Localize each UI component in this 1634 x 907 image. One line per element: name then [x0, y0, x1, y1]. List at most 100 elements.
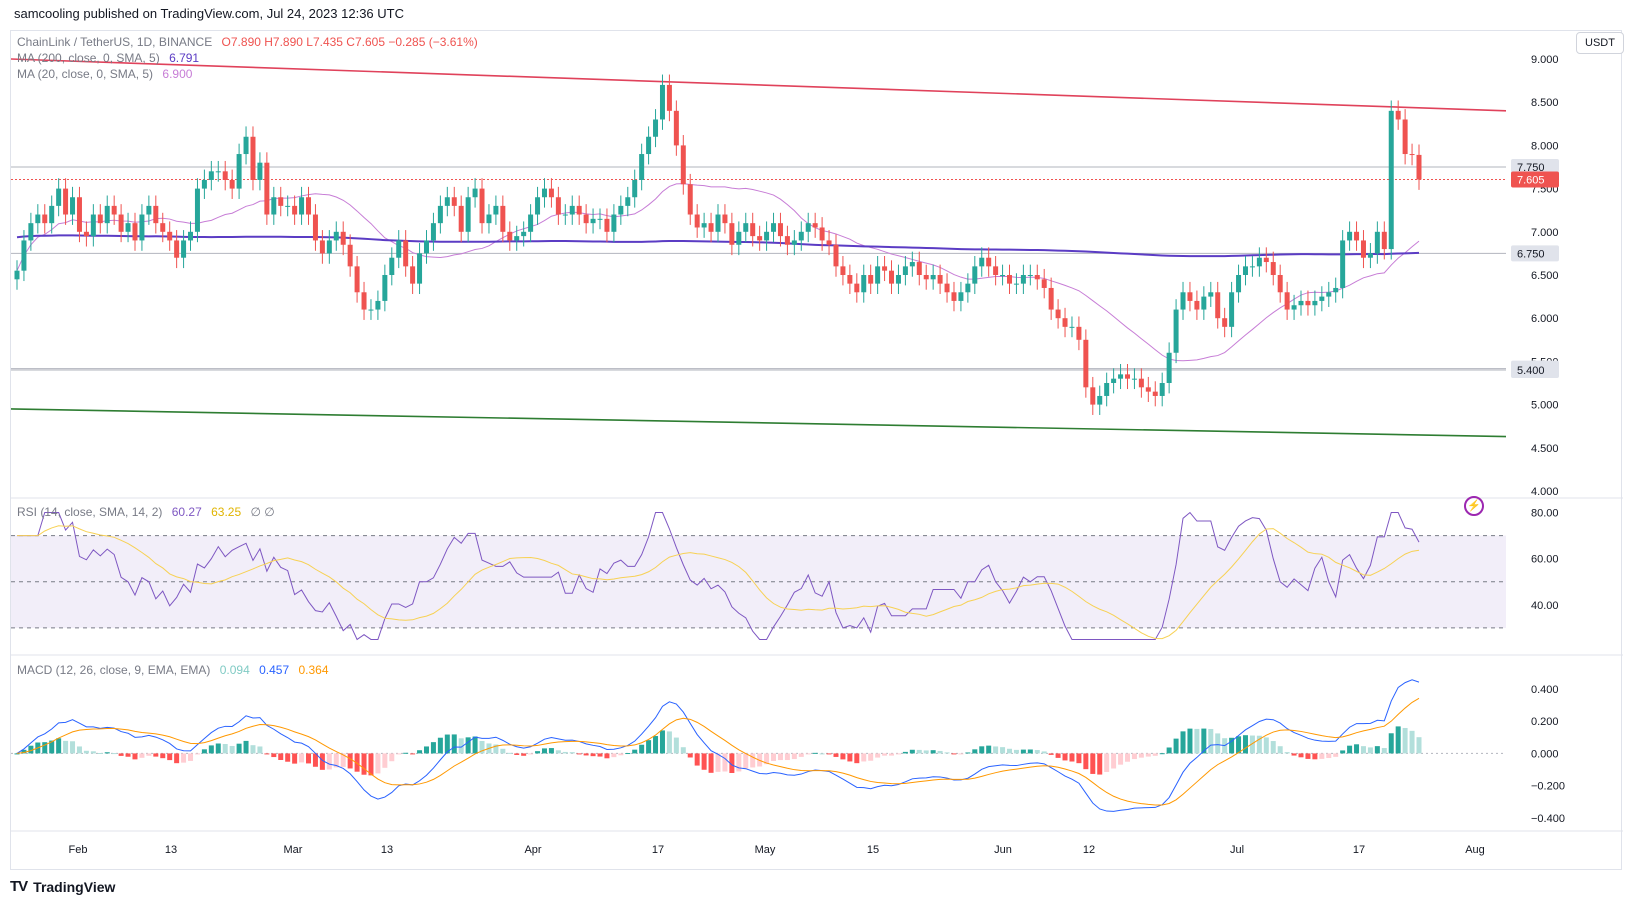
candle-body: [1347, 231, 1353, 241]
macd-histogram-bar: [673, 737, 679, 754]
candle-body: [83, 231, 89, 237]
trendline-support: [11, 408, 1507, 438]
candle-body: [174, 240, 180, 258]
candle-body: [1312, 300, 1318, 306]
chart-frame[interactable]: 9.0008.5008.0007.5007.0006.5006.0005.500…: [10, 30, 1623, 871]
candle-body: [569, 205, 575, 215]
macd-histogram-bar: [1097, 753, 1103, 775]
candle-body: [278, 197, 284, 206]
candle-body: [847, 275, 853, 284]
macd-histogram-bar: [1249, 735, 1255, 754]
price-label-badge: [1511, 159, 1559, 175]
legend-macd-v1: 0.094: [219, 663, 250, 677]
legend-rsi-v2: 63.25: [211, 505, 242, 519]
macd-histogram-bar: [1388, 733, 1394, 754]
footer-brand[interactable]: TV TradingView: [10, 878, 115, 895]
macd-histogram-bar: [923, 750, 929, 754]
macd-histogram-bar: [694, 753, 700, 766]
candle-body: [548, 188, 554, 198]
candle-body: [63, 188, 69, 215]
macd-histogram-bar: [125, 753, 131, 757]
candle-body: [895, 275, 901, 284]
candle-body: [722, 214, 728, 224]
macd-tick-label: 0.200: [1531, 716, 1559, 728]
macd-tick-label: 0.000: [1531, 748, 1559, 760]
candle-body: [35, 214, 41, 224]
macd-histogram-bar: [562, 751, 568, 754]
macd-histogram-bar: [541, 748, 547, 754]
lightning-icon[interactable]: ⚡: [1464, 496, 1484, 516]
macd-histogram-bar: [764, 753, 770, 765]
candle-body: [1131, 378, 1137, 380]
macd-histogram-bar: [708, 753, 714, 773]
candle-body: [812, 223, 818, 228]
macd-histogram-bar: [236, 743, 242, 754]
candle-body: [118, 214, 124, 232]
candle-body: [1173, 309, 1179, 353]
rsi-tick-label: 40.00: [1531, 600, 1559, 612]
candle-body: [1229, 292, 1235, 327]
candle-body: [42, 214, 48, 224]
macd-histogram-bar: [916, 749, 922, 754]
macd-histogram-bar: [743, 753, 749, 769]
candle-body: [56, 188, 62, 206]
macd-histogram-bar: [167, 753, 173, 761]
price-label-text: 5.400: [1517, 365, 1545, 377]
candle-body: [1118, 374, 1124, 379]
currency-unit-button[interactable]: USDT: [1576, 32, 1624, 54]
candle-body: [1333, 287, 1339, 293]
macd-histogram-bar: [188, 753, 194, 761]
macd-histogram-bar: [1319, 753, 1325, 759]
candle-body: [826, 240, 832, 245]
candle-body: [486, 214, 492, 224]
price-tick-label: 8.000: [1531, 140, 1559, 152]
legend-rsi-v3: ∅ ∅: [250, 505, 275, 519]
macd-histogram-bar: [1402, 727, 1408, 754]
macd-histogram-bar: [42, 742, 48, 754]
macd-histogram-bar: [1034, 750, 1040, 754]
candle-body: [618, 205, 624, 215]
chart-svg[interactable]: 9.0008.5008.0007.5007.0006.5006.0005.500…: [11, 31, 1623, 871]
candle-body: [1055, 309, 1061, 319]
candle-body: [715, 214, 721, 232]
legend-ma200-value: 6.791: [169, 51, 200, 65]
candle-body: [1298, 300, 1304, 306]
time-tick-label: 13: [165, 844, 177, 856]
candle-body: [14, 270, 20, 280]
macd-histogram-bar: [680, 747, 686, 754]
macd-histogram-bar: [368, 753, 374, 776]
candle-body: [1097, 395, 1103, 405]
macd-histogram-bar: [646, 740, 652, 754]
candle-body: [521, 231, 527, 237]
macd-histogram-bar: [535, 751, 541, 754]
candle-body: [889, 270, 895, 284]
macd-histogram-bar: [569, 752, 575, 754]
macd-histogram-bar: [389, 753, 395, 762]
candle-body: [479, 188, 485, 224]
macd-histogram-bar: [451, 734, 457, 754]
time-tick-label: Aug: [1465, 844, 1485, 856]
candle-body: [604, 218, 610, 232]
macd-histogram-bar: [548, 748, 554, 754]
macd-histogram-bar: [299, 753, 305, 763]
macd-histogram-bar: [528, 753, 534, 755]
macd-line: [16, 679, 1420, 812]
macd-histogram-bar: [396, 753, 402, 755]
macd-histogram-bar: [1354, 744, 1360, 754]
candle-body: [1402, 119, 1408, 155]
candle-body: [805, 223, 811, 232]
time-tick-label: Jul: [1230, 844, 1244, 856]
trendline-resistance: [11, 58, 1507, 112]
macd-histogram-bar: [1347, 745, 1353, 754]
macd-histogram-bar: [56, 738, 62, 754]
candle-body: [1270, 262, 1276, 275]
ma20-line: [16, 183, 1420, 362]
candle-body: [514, 236, 520, 241]
rsi-tick-label: 80.00: [1531, 508, 1559, 520]
macd-histogram-bar: [604, 753, 610, 759]
candle-body: [1388, 110, 1394, 250]
macd-histogram-bar: [14, 753, 20, 755]
macd-histogram-bar: [791, 753, 797, 760]
candle-body: [1152, 391, 1158, 396]
candle-body: [312, 214, 318, 241]
